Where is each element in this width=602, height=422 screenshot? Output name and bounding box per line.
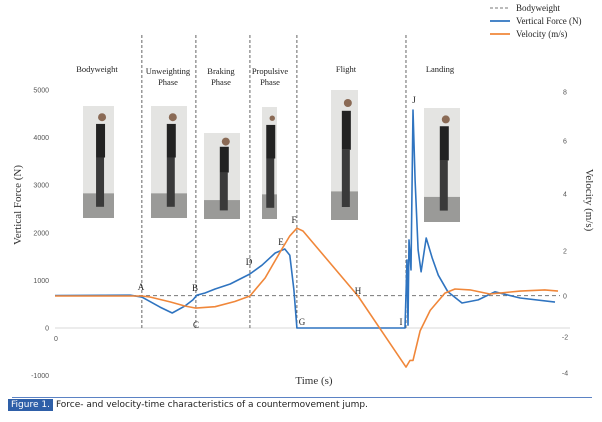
point-label-i: I — [400, 317, 403, 327]
point-annotations: A B C D E F G H I J — [138, 95, 416, 330]
y-right-tick-label: 6 — [563, 139, 567, 146]
athlete-photo — [83, 106, 114, 218]
athlete-photo — [424, 108, 460, 222]
athlete-photos — [83, 90, 460, 222]
athlete-photo — [331, 90, 358, 220]
caption-label: Figure 1. — [8, 399, 53, 411]
athlete-head — [221, 137, 230, 146]
y-right-tick-label: 8 — [563, 90, 567, 97]
athlete-legs — [266, 158, 275, 208]
point-label-g: G — [299, 317, 306, 327]
athlete-torso — [219, 146, 229, 173]
phase-label: Unweighting Phase — [146, 66, 191, 87]
phase-label-line: Phase — [211, 77, 231, 87]
y-left-tick-label: 2000 — [33, 230, 49, 237]
phase-label-line: Unweighting — [146, 66, 191, 76]
legend-entry: Bodyweight — [516, 3, 560, 13]
point-label-h: H — [355, 286, 362, 296]
athlete-photo — [204, 133, 240, 219]
legend-entry: Vertical Force (N) — [516, 16, 581, 26]
y-right-tick-label: 2 — [563, 249, 567, 256]
athlete-head — [441, 115, 450, 124]
athlete-torso — [439, 126, 449, 161]
y-left-tick-label: 4000 — [33, 135, 49, 142]
caption-text: Force- and velocity-time characteristics… — [55, 400, 368, 410]
phase-label: Propulsive Phase — [252, 66, 289, 87]
y-left-tick-label: 5000 — [33, 88, 49, 95]
athlete-head — [168, 113, 177, 122]
athlete-legs — [166, 157, 175, 207]
point-label-f: F — [291, 215, 296, 225]
x-axis-title: Time (s) — [295, 375, 333, 387]
phase-label-line: Bodyweight — [76, 64, 118, 74]
force-line — [54, 109, 556, 329]
figure-caption: Figure 1. Force- and velocity-time charac… — [8, 399, 368, 411]
y-right-tick-label: 4 — [563, 192, 567, 199]
y-right-axis-title: Velocity (m/s) — [583, 169, 595, 232]
point-label-e: E — [278, 237, 284, 247]
athlete-photo — [262, 107, 277, 219]
point-label-a: A — [138, 282, 145, 292]
point-label-b: B — [192, 283, 198, 293]
athlete-torso — [96, 123, 106, 158]
phase-label-line: Phase — [158, 77, 178, 87]
athlete-head — [98, 113, 107, 122]
y-left-axis-title: Vertical Force (N) — [12, 165, 24, 245]
athlete-legs — [96, 157, 105, 207]
phase-label: Landing — [426, 64, 455, 74]
athlete-legs — [219, 172, 228, 211]
athlete-legs — [439, 160, 448, 211]
x-tick-label: 0 — [54, 336, 58, 343]
point-label-d: D — [246, 257, 253, 267]
y-right-tick-label: 0 — [563, 294, 567, 301]
series — [54, 109, 559, 368]
legend-entry: Velocity (m/s) — [516, 29, 567, 39]
phase-label-line: Propulsive — [252, 66, 289, 76]
athlete-legs — [341, 149, 350, 207]
velocity-line — [55, 227, 559, 368]
caption-rule — [12, 397, 592, 398]
y-left-tick-label: 3000 — [33, 183, 49, 190]
athlete-head — [269, 115, 275, 121]
athlete-photo — [151, 106, 187, 218]
legend: Bodyweight Vertical Force (N) Velocity (m/… — [490, 3, 581, 39]
athlete-head — [343, 99, 352, 107]
phase-label-line: Phase — [260, 77, 280, 87]
y-left-tick-label: -1000 — [31, 373, 49, 380]
y-left-tick-label: 0 — [45, 326, 49, 333]
phase-label-line: Landing — [426, 64, 455, 74]
y-right-tick-label: -2 — [562, 335, 568, 342]
y-left-tick-label: 1000 — [33, 278, 49, 285]
phase-label: Braking Phase — [207, 66, 235, 87]
point-label-j: J — [412, 95, 416, 105]
point-label-c: C — [193, 320, 199, 330]
phase-label-line: Braking — [207, 66, 235, 76]
athlete-torso — [341, 110, 351, 150]
phase-label: Flight — [336, 64, 357, 74]
phase-label: Bodyweight — [76, 64, 118, 74]
y-right-tick-label: -4 — [562, 371, 568, 378]
athlete-torso — [166, 123, 176, 158]
athlete-torso — [266, 124, 276, 159]
phase-label-line: Flight — [336, 64, 357, 74]
